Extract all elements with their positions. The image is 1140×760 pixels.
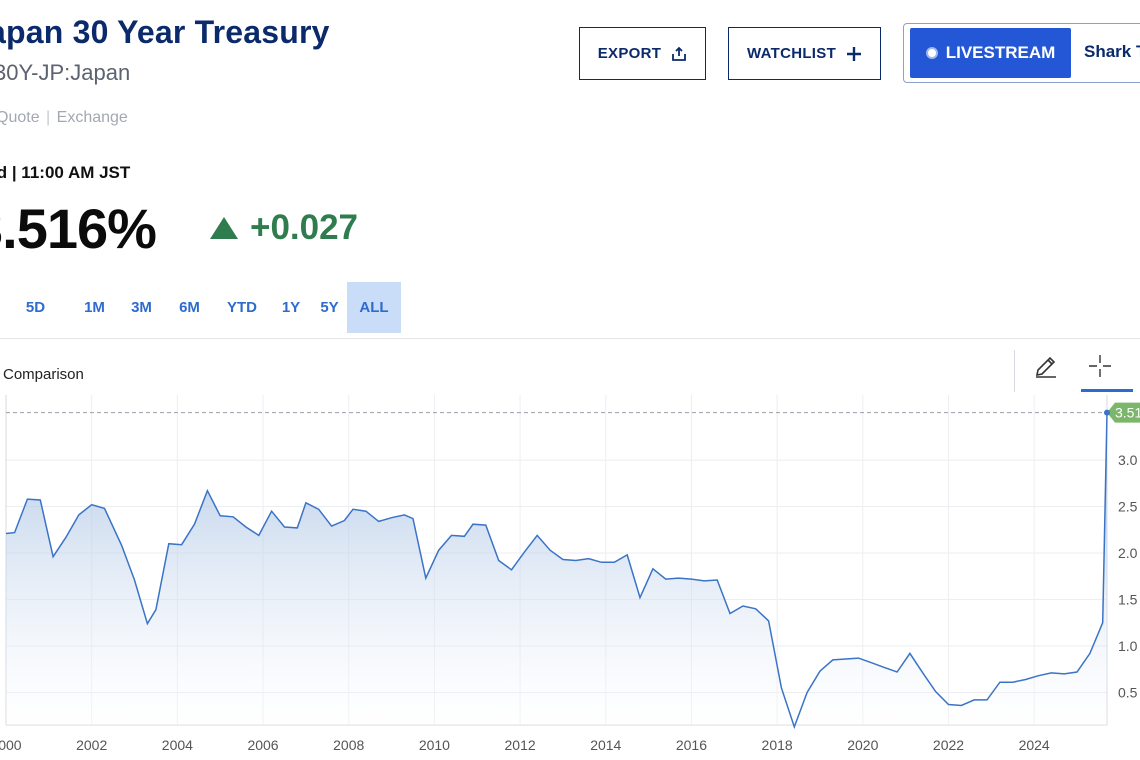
- watchlist-button[interactable]: WATCHLIST: [728, 27, 881, 80]
- last-point-marker: [1104, 409, 1110, 416]
- live-dot-icon: [925, 47, 938, 59]
- export-button[interactable]: EXPORT: [579, 27, 706, 80]
- x-tick-label: 2012: [505, 737, 536, 753]
- x-tick-label: 2014: [590, 737, 621, 753]
- last-value-badge-bg: [1107, 402, 1140, 423]
- series-area: [6, 412, 1107, 727]
- crosshair-active-indicator: [1081, 389, 1133, 392]
- last-value-badge: 3.51: [1104, 402, 1140, 423]
- time-range-selector: 5D 1M 3M 6M YTD 1Y 5Y ALL: [0, 282, 401, 333]
- link-separator: |: [46, 109, 51, 126]
- divider: [0, 338, 1140, 339]
- share-icon: [672, 46, 687, 61]
- x-tick-label: 2024: [1019, 737, 1050, 753]
- x-tick-label: 2016: [676, 737, 707, 753]
- exchange-link[interactable]: Exchange: [56, 109, 128, 126]
- series-line: [5, 412, 1108, 730]
- livestream-widget: LIVESTREAM Shark T: [903, 23, 1140, 83]
- price-change: +0.027: [210, 208, 358, 248]
- quote-timestamp: ld | 11:00 AM JST: [0, 163, 131, 182]
- x-tick-label: 2010: [419, 737, 450, 753]
- x-tick-label: 2004: [162, 737, 193, 753]
- x-tick-label: 2018: [762, 737, 793, 753]
- watchlist-label: WATCHLIST: [746, 45, 837, 62]
- y-tick-label: 1.0: [1118, 638, 1138, 654]
- plus-icon: [847, 46, 862, 61]
- page-title: apan 30 Year Treasury: [0, 14, 330, 50]
- export-label: EXPORT: [597, 45, 662, 62]
- y-tick-label: 2.0: [1118, 545, 1138, 561]
- x-tick-label: 2000: [0, 737, 22, 753]
- range-ytd[interactable]: YTD: [227, 299, 257, 316]
- range-1m[interactable]: 1M: [84, 299, 105, 316]
- y-tick-label: 3.0: [1118, 452, 1138, 468]
- symbol-label: 30Y-JP:Japan: [0, 60, 131, 85]
- quote-link[interactable]: Quote: [0, 109, 40, 126]
- shark-tank-link[interactable]: Shark T: [1084, 42, 1140, 61]
- pencil-icon[interactable]: [1033, 353, 1059, 379]
- x-tick-label: 2002: [76, 737, 107, 753]
- comparison-button[interactable]: Comparison: [3, 366, 84, 383]
- y-tick-label: 1.5: [1118, 592, 1138, 608]
- livestream-label: LIVESTREAM: [945, 43, 1056, 62]
- y-tick-label: 0.5: [1118, 684, 1138, 700]
- y-axis: 0.5 1.0 1.5 2.0 2.5 3.0: [1118, 452, 1138, 700]
- toolbar-divider: [1014, 350, 1015, 392]
- range-1y[interactable]: 1Y: [281, 299, 301, 316]
- last-value-text: 3.51: [1115, 405, 1140, 421]
- x-axis: 2000 2002 2004 2006 2008 2010 2012 2014 2016 2018…: [0, 737, 1050, 753]
- up-arrow-icon: [210, 217, 238, 239]
- range-all[interactable]: ALL: [347, 282, 401, 333]
- quote-links: Quote | Exchange: [0, 109, 128, 127]
- last-price: 3.516%: [0, 197, 157, 260]
- range-3m[interactable]: 3M: [131, 299, 152, 316]
- title-area: apan 30 Year Treasury: [0, 0, 560, 60]
- range-6m[interactable]: 6M: [179, 299, 200, 316]
- livestream-button[interactable]: LIVESTREAM: [910, 28, 1071, 78]
- x-tick-label: 2006: [247, 737, 278, 753]
- x-tick-label: 2008: [333, 737, 364, 753]
- x-tick-label: 2022: [933, 737, 964, 753]
- y-tick-label: 2.5: [1118, 499, 1138, 515]
- change-value: +0.027: [250, 208, 359, 247]
- crosshair-icon[interactable]: [1086, 352, 1114, 380]
- range-5y[interactable]: 5Y: [320, 299, 339, 316]
- x-tick-label: 2020: [847, 737, 878, 753]
- yield-chart[interactable]: 2000 2002 2004 2006 2008 2010 2012 2014 2016 2018…: [0, 395, 1140, 760]
- range-5d[interactable]: 5D: [25, 299, 46, 316]
